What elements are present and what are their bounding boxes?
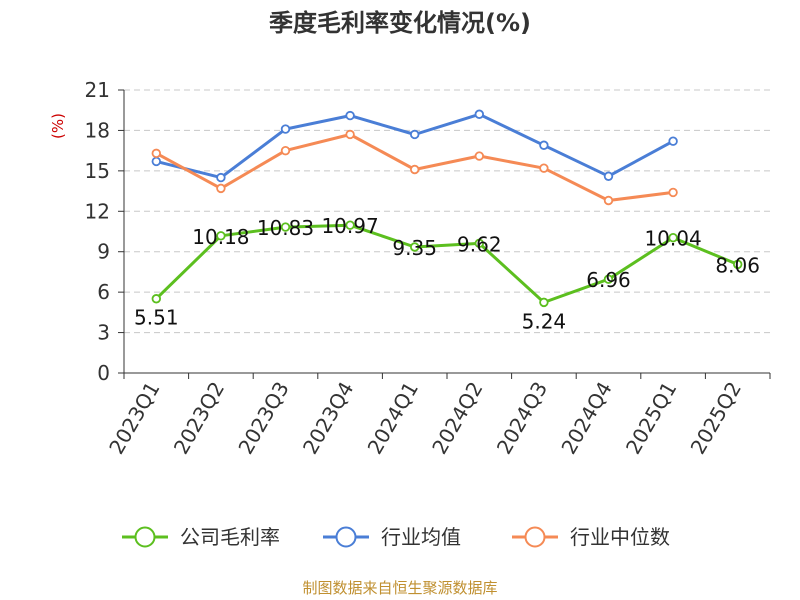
data-point (539, 140, 549, 150)
data-point (280, 145, 291, 156)
data-point (410, 129, 420, 140)
x-tick-label: 2024Q4 (556, 378, 616, 459)
legend-item: 行业均值 (323, 525, 461, 549)
x-tick-label: 2023Q3 (233, 378, 293, 459)
data-label: 9.62 (457, 232, 502, 256)
y-tick-label: 18 (85, 118, 110, 142)
x-tick-label: 2023Q4 (298, 378, 358, 459)
data-point (345, 110, 355, 121)
series-layer (151, 109, 743, 308)
data-point (474, 151, 484, 161)
data-point (603, 274, 614, 284)
legend-item: 公司毛利率 (122, 525, 280, 549)
data-point (733, 259, 743, 270)
legend-marker (524, 526, 546, 548)
y-tick-label: 15 (85, 159, 110, 183)
data-label: 10.97 (321, 214, 378, 238)
data-point (603, 171, 614, 181)
y-tick-label: 12 (85, 199, 110, 223)
data-label: 5.51 (134, 306, 179, 330)
x-tick-label: 2024Q2 (427, 378, 487, 459)
data-point (474, 109, 484, 119)
data-point (668, 187, 678, 198)
grid-layer (124, 89, 770, 334)
y-tick-label: 6 (97, 280, 110, 304)
x-tick-label: 2023Q1 (104, 378, 164, 459)
legend-label: 公司毛利率 (180, 525, 280, 549)
x-tick-label: 2025Q1 (621, 378, 681, 459)
data-point (539, 163, 549, 173)
data-point (151, 156, 161, 167)
legend-label: 行业中位数 (570, 525, 670, 549)
source-note: 制图数据来自恒生聚源数据库 (302, 579, 497, 597)
series-1 (151, 109, 678, 183)
data-label: 5.24 (522, 309, 567, 333)
series-2 (151, 129, 678, 206)
data-label: 10.04 (644, 227, 701, 251)
data-point (216, 231, 226, 241)
data-point (410, 242, 420, 252)
data-point (280, 124, 291, 134)
x-tick-label: 2024Q1 (363, 378, 423, 459)
data-point (280, 222, 291, 232)
data-point (345, 220, 355, 230)
x-tick-label: 2023Q2 (169, 378, 229, 459)
y-tick-label: 3 (97, 321, 110, 345)
data-label: 10.18 (192, 225, 249, 249)
data-point (216, 183, 226, 194)
data-point (668, 136, 678, 146)
data-label-layer: 5.51 10.18 10.83 10.97 9.35 9.62 5.24 6.96 10.04… (134, 214, 760, 333)
data-point (603, 195, 614, 206)
legend-item: 行业中位数 (512, 525, 670, 549)
series-line (154, 223, 740, 304)
legend-marker (134, 526, 156, 548)
data-point (539, 297, 549, 308)
data-point (216, 172, 226, 183)
series-0 (151, 220, 743, 308)
y-tick-label: 0 (97, 361, 110, 385)
y-tick-label: 9 (97, 240, 110, 264)
x-tick-label: 2025Q2 (686, 378, 746, 459)
data-point (151, 148, 161, 159)
data-point (345, 129, 355, 140)
data-label: 9.35 (392, 236, 437, 260)
data-label: 8.06 (715, 253, 760, 277)
legend-label: 行业均值 (381, 525, 461, 549)
data-point (474, 238, 484, 249)
data-point (410, 164, 420, 175)
chart-title: 季度毛利率变化情况(%) (269, 9, 531, 37)
x-tick-label: 2024Q3 (492, 378, 552, 459)
y-axis-label: (%) (49, 113, 67, 139)
legend-marker (335, 526, 357, 548)
data-point (151, 294, 161, 304)
y-tick-label: 21 (85, 78, 110, 102)
data-point (668, 232, 678, 243)
legend: 公司毛利率 行业均值 行业中位数 (122, 525, 670, 549)
data-label: 10.83 (257, 216, 314, 240)
data-label: 6.96 (586, 268, 631, 292)
